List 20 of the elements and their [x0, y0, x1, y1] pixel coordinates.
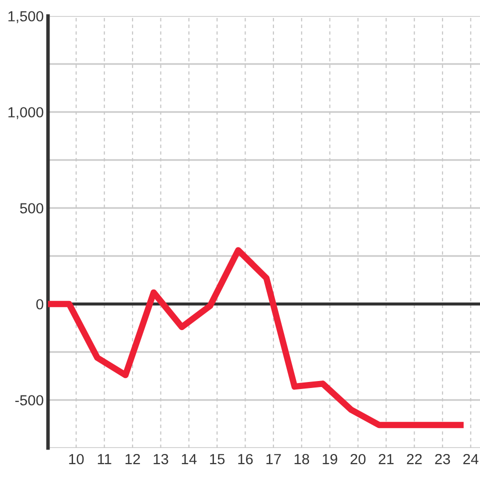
x-tick-label: 12: [126, 454, 140, 464]
y-tick-label: 0: [36, 299, 44, 310]
y-tick-label: 1,500: [8, 11, 44, 24]
x-tick-label: 24: [463, 454, 478, 464]
x-tick-label: 21: [378, 454, 394, 464]
x-tick-label: 17: [266, 454, 281, 464]
y-tick-label: -500: [15, 395, 44, 406]
x-tick-label: 15: [210, 454, 225, 464]
x-tick-label: 20: [350, 454, 366, 464]
y-tick-label: 1,000: [8, 107, 44, 120]
x-tick-label: 13: [154, 454, 168, 464]
x-tick-label: 22: [406, 454, 422, 464]
x-tick-label: 19: [322, 454, 338, 464]
x-tick-label: 10: [69, 454, 84, 464]
x-tick-label: 14: [182, 454, 197, 464]
y-tick-label: 500: [20, 203, 44, 214]
x-tick-label: 11: [98, 454, 112, 464]
x-tick-label: 18: [294, 454, 310, 464]
x-tick-label: 23: [435, 454, 450, 464]
x-tick-label: 16: [238, 454, 253, 464]
